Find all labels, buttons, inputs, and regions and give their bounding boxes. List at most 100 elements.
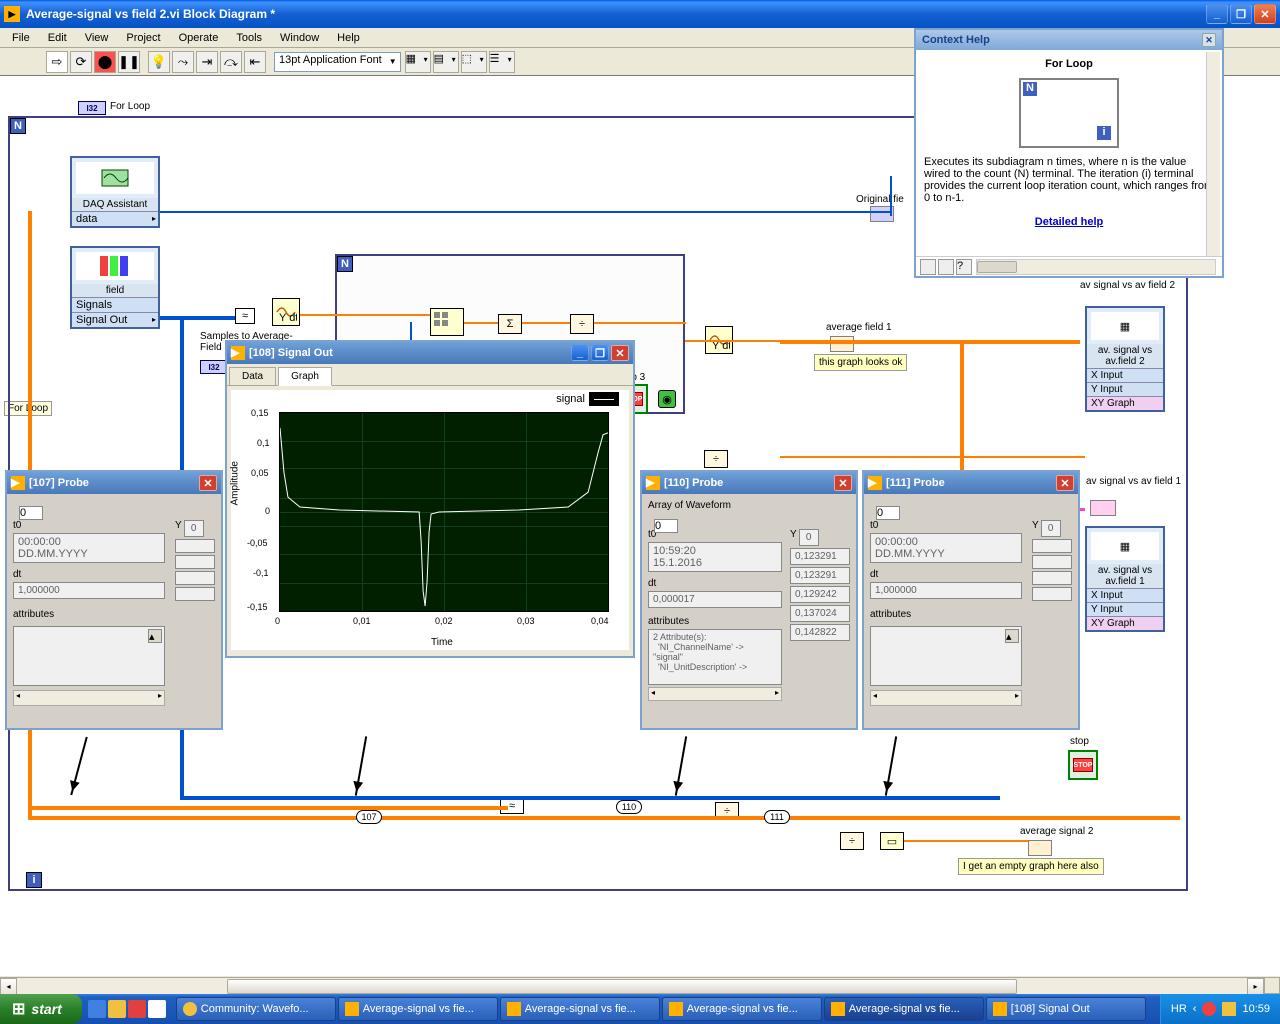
ql-chrome-icon[interactable]	[128, 1000, 146, 1018]
xy2-x[interactable]: X Input	[1087, 368, 1163, 382]
tray-clock[interactable]: 10:59	[1242, 1003, 1270, 1015]
probe-110-hscroll[interactable]: ◂▸	[648, 687, 782, 701]
probe-107-spin[interactable]: 0	[19, 506, 43, 520]
mean-node-bottom[interactable]: ÷	[840, 832, 864, 850]
field-signals-row[interactable]: Signals	[72, 297, 158, 312]
probe-107-titlebar[interactable]: ▶ [107] Probe ✕	[7, 472, 221, 494]
daq-data-row[interactable]: data▸	[72, 211, 158, 226]
scroll-track[interactable]	[17, 978, 1247, 994]
sum-node[interactable]: Σ	[498, 314, 522, 334]
probe-110-window[interactable]: ▶ [110] Probe ✕ Array of Waveform 0 t0 1…	[640, 470, 858, 730]
ch-detailed-link[interactable]: Detailed help	[1035, 216, 1103, 228]
tray-lang[interactable]: HR	[1171, 1003, 1187, 1015]
n-terminal-outer[interactable]: N	[10, 118, 26, 134]
scroll-thumb[interactable]	[227, 979, 1017, 994]
step-into-button[interactable]: ⇥	[196, 51, 218, 73]
loop-condition-1[interactable]: ◉	[658, 390, 676, 408]
waveform-node-1[interactable]: Y dt	[272, 298, 300, 326]
context-help-titlebar[interactable]: Context Help ✕	[916, 30, 1222, 50]
minimize-button[interactable]: _	[1206, 4, 1228, 24]
ch-scrollbar[interactable]	[976, 259, 1216, 275]
probe-107-window[interactable]: ▶ [107] Probe ✕ 0 t0 00:00:00DD.MM.YYYY …	[5, 470, 223, 730]
menu-project[interactable]: Project	[118, 30, 168, 46]
scroll-right-button[interactable]: ▸	[1247, 978, 1264, 995]
build-wf-bottom[interactable]: ▭	[880, 832, 904, 850]
scroll-up-icon[interactable]: ▴	[148, 629, 162, 643]
ch-help-button[interactable]: ?	[956, 259, 972, 275]
n-terminal-inner[interactable]: N	[337, 256, 353, 272]
divide-node-1[interactable]: ÷	[570, 314, 594, 334]
close-button[interactable]: ✕	[1254, 4, 1276, 24]
context-help-close[interactable]: ✕	[1202, 33, 1216, 47]
xy1-x[interactable]: X Input	[1087, 588, 1163, 602]
menu-tools[interactable]: Tools	[228, 30, 270, 46]
run-button[interactable]: ⇨	[46, 51, 68, 73]
signal-out-titlebar[interactable]: ▶ [108] Signal Out _ ❐ ✕	[227, 342, 633, 364]
daq-assistant-node[interactable]: DAQ Assistant data▸	[70, 156, 160, 228]
index-array-node[interactable]	[430, 308, 464, 336]
av-signal-field1-indicator[interactable]	[1090, 500, 1116, 516]
task-item-4[interactable]: Average-signal vs fie...	[824, 997, 984, 1021]
start-button[interactable]: start	[0, 994, 82, 1024]
signal-out-max[interactable]: ❐	[591, 345, 609, 361]
menu-edit[interactable]: Edit	[40, 30, 75, 46]
align-dropdown[interactable]: ▦	[405, 51, 431, 73]
probe-tag-107[interactable]: 107	[356, 810, 382, 824]
run-continuous-button[interactable]: ⟳	[70, 51, 92, 73]
tab-data[interactable]: Data	[229, 367, 276, 385]
signal-out-window[interactable]: ▶ [108] Signal Out _ ❐ ✕ Data Graph sign…	[225, 340, 635, 658]
step-out-button[interactable]: ⇤	[244, 51, 266, 73]
step-over-button[interactable]: ⤼	[220, 51, 242, 73]
menu-file[interactable]: File	[4, 30, 38, 46]
xy-graph-1-node[interactable]: ▦ av. signal vs av.field 1 X Input Y Inp…	[1085, 526, 1165, 632]
highlight-button[interactable]: 💡	[148, 51, 170, 73]
reorder-dropdown[interactable]: ☰	[489, 51, 515, 73]
font-selector[interactable]: 13pt Application Font	[274, 52, 401, 72]
signal-plot[interactable]	[279, 412, 609, 612]
task-item-5[interactable]: [108] Signal Out	[986, 997, 1146, 1021]
probe-110-titlebar[interactable]: ▶ [110] Probe ✕	[642, 472, 856, 494]
abort-button[interactable]: ⬤	[94, 51, 116, 73]
tray-chevron-icon[interactable]: ‹	[1193, 1003, 1197, 1015]
scroll-up-icon[interactable]: ▴	[1005, 629, 1019, 643]
tray-shield-icon[interactable]	[1202, 1002, 1216, 1016]
probe-tag-111[interactable]: 111	[764, 810, 790, 824]
resize-dropdown[interactable]: ⬚	[461, 51, 487, 73]
divide-mid[interactable]: ÷	[704, 450, 728, 468]
signal-out-close[interactable]: ✕	[611, 345, 629, 361]
average-field-indicator[interactable]	[830, 336, 854, 352]
ch-lock-button[interactable]	[920, 259, 936, 275]
xy-graph-2-node[interactable]: ▦ av. signal vs av.field 2 X Input Y Inp…	[1085, 306, 1165, 412]
probe-111-titlebar[interactable]: ▶ [111] Probe ✕	[864, 472, 1078, 494]
ql-folder-icon[interactable]	[108, 1000, 126, 1018]
context-help-window[interactable]: Context Help ✕ For Loop N i Executes its…	[914, 28, 1224, 278]
probe-111-window[interactable]: ▶ [111] Probe ✕ 0 t0 00:00:00DD.MM.YYYY …	[862, 470, 1080, 730]
average-signal-2-indicator[interactable]	[1028, 840, 1052, 856]
scroll-left-button[interactable]: ◂	[0, 978, 17, 995]
i-terminal-outer[interactable]: i	[26, 872, 42, 888]
xy1-y[interactable]: Y Input	[1087, 602, 1163, 616]
probe-111-close[interactable]: ✕	[1056, 475, 1074, 491]
task-item-3[interactable]: Average-signal vs fie...	[662, 997, 822, 1021]
retain-wire-button[interactable]: ⤳	[172, 51, 194, 73]
pause-button[interactable]: ❚❚	[118, 51, 140, 73]
xy2-graph[interactable]: XY Graph	[1087, 396, 1163, 410]
task-item-0[interactable]: Community: Wavefo...	[176, 997, 336, 1021]
menu-view[interactable]: View	[77, 30, 117, 46]
ch-mode-button[interactable]	[938, 259, 954, 275]
stop-node[interactable]: STOP	[1068, 750, 1098, 780]
xy2-y[interactable]: Y Input	[1087, 382, 1163, 396]
field-signal-out-row[interactable]: Signal Out▸	[72, 312, 158, 327]
ql-ie-icon[interactable]	[88, 1000, 106, 1018]
tray-warn-icon[interactable]	[1222, 1002, 1236, 1016]
ql-desktop-icon[interactable]	[148, 1000, 166, 1018]
stop-button[interactable]: STOP	[1073, 758, 1093, 772]
distribute-dropdown[interactable]: ▤	[433, 51, 459, 73]
convert-dynamic-node[interactable]: ≈	[235, 308, 255, 324]
probe-110-close[interactable]: ✕	[834, 475, 852, 491]
menu-help[interactable]: Help	[329, 30, 368, 46]
probe-107-hscroll[interactable]: ◂▸	[13, 690, 165, 706]
horizontal-scrollbar[interactable]: ◂ ▸	[0, 977, 1264, 994]
signal-out-min[interactable]: _	[571, 345, 589, 361]
task-item-2[interactable]: Average-signal vs fie...	[500, 997, 660, 1021]
